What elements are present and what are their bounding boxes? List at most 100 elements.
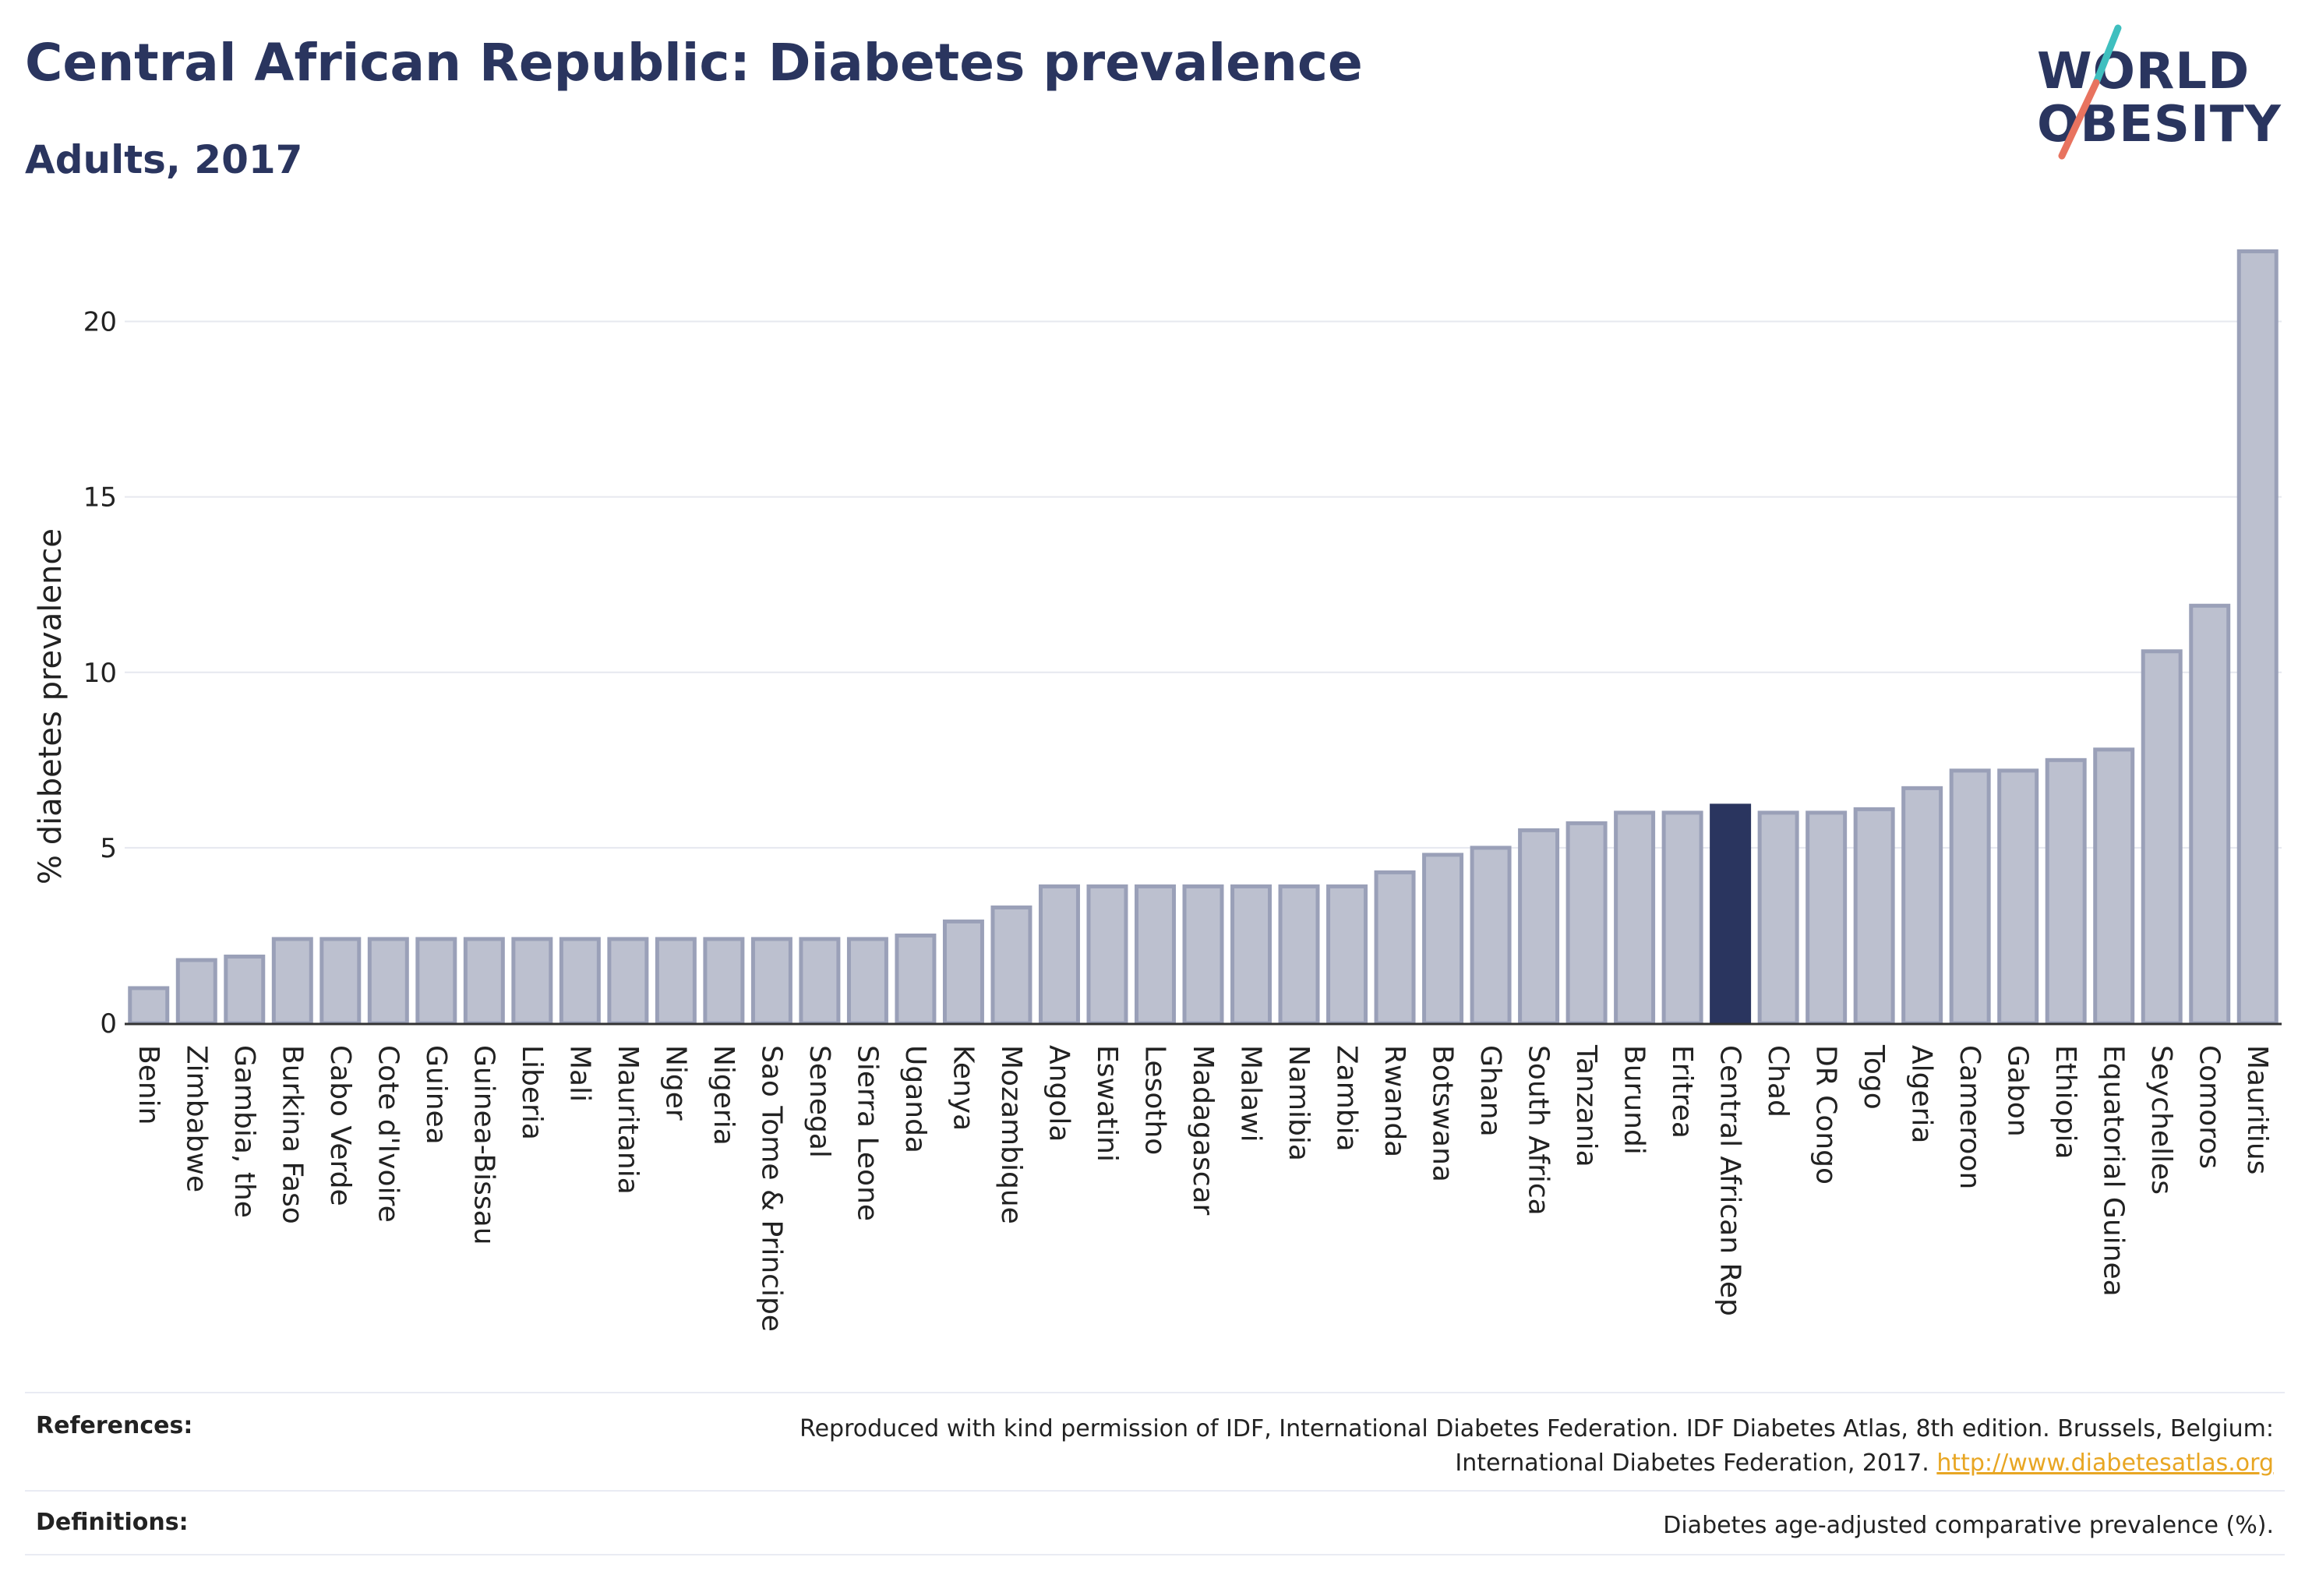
x-tick-label: Burundi: [1618, 1045, 1650, 1155]
x-tick-label: Gambia, the: [228, 1045, 260, 1218]
bar: [1326, 884, 1368, 1026]
x-tick-label: Benin: [132, 1045, 164, 1125]
bar: [750, 937, 792, 1026]
references-text-line-1: Reproduced with kind permission of IDF, …: [800, 1415, 2274, 1442]
bar: [415, 937, 457, 1026]
bar: [1470, 846, 1512, 1026]
references-label: References:: [36, 1412, 193, 1439]
x-tick-label: Rwanda: [1378, 1045, 1410, 1157]
world-obesity-logo: WORLD OBESITY: [2026, 22, 2291, 162]
bar: [895, 933, 937, 1026]
chart-subtitle: Adults, 2017: [25, 137, 303, 182]
x-tick-label: Kenya: [947, 1045, 979, 1131]
logo-text-world: WORLD: [2037, 43, 2250, 101]
bar: [990, 905, 1032, 1026]
x-tick-label: Cote d'Ivoire: [372, 1045, 404, 1223]
x-tick-label: Namibia: [1283, 1045, 1315, 1161]
footer-divider-middle: [25, 1490, 2285, 1492]
x-tick-label: Mali: [563, 1045, 595, 1102]
logo-slash-icon: [2058, 24, 2122, 160]
x-tick-label: South Africa: [1523, 1045, 1555, 1216]
bar: [2189, 603, 2231, 1026]
x-tick-label: Guinea-Bissau: [468, 1045, 499, 1245]
bar: [1997, 768, 2039, 1026]
y-tick-label: 20: [83, 307, 117, 338]
x-tick-label: Madagascar: [1187, 1045, 1219, 1216]
bar: [1757, 810, 1799, 1026]
y-axis-title: % diabetes prevalence: [33, 528, 69, 885]
references-text-line-2-text: International Diabetes Federation, 2017.: [1455, 1449, 1929, 1477]
x-tick-label: Seychelles: [2145, 1045, 2177, 1195]
x-tick-label: Mozambique: [995, 1045, 1027, 1224]
x-tick-label: Senegal: [803, 1045, 835, 1158]
bar: [703, 937, 745, 1026]
chart-title: Central African Republic: Diabetes preva…: [25, 33, 1363, 93]
x-tick-label: Cameroon: [1954, 1045, 1986, 1189]
bar-chart: 0 5 10 15 20 % diabetes prevalence Benin Zimbab…: [33, 249, 2282, 1332]
x-tick-label: Nigeria: [708, 1045, 740, 1146]
x-tick-label: Eswatini: [1091, 1045, 1123, 1162]
x-tick-label: Tanzania: [1570, 1044, 1602, 1167]
x-tick-label: Guinea: [420, 1045, 452, 1145]
x-tick-label: Zambia: [1331, 1045, 1363, 1152]
x-tick-label: Central African Rep: [1714, 1045, 1746, 1316]
bar: [1134, 884, 1176, 1026]
bar: [224, 954, 266, 1026]
bar: [1614, 810, 1656, 1026]
x-tick-label: Sierra Leone: [851, 1045, 883, 1221]
definitions-text: Diabetes age-adjusted comparative preval…: [1663, 1512, 2274, 1539]
x-tick-label: Mauritania: [612, 1045, 644, 1195]
bar: [1949, 768, 1991, 1026]
x-tick-label: Uganda: [899, 1045, 931, 1153]
bar: [1182, 884, 1224, 1026]
bar: [463, 937, 505, 1026]
bar: [2236, 249, 2279, 1026]
x-tick-label: Liberia: [516, 1045, 548, 1140]
bar: [1853, 807, 1895, 1026]
footer-divider-bottom: [25, 1554, 2285, 1555]
x-tick-label: Algeria: [1906, 1045, 1938, 1144]
definitions-label: Definitions:: [36, 1509, 189, 1536]
bar: [942, 919, 984, 1026]
bar: [1806, 810, 1848, 1026]
bar: [2093, 747, 2135, 1026]
bar: [128, 986, 170, 1026]
references-text: Reproduced with kind permission of IDF, …: [800, 1412, 2274, 1481]
references-text-line-2: International Diabetes Federation, 2017.…: [800, 1446, 2274, 1481]
bar: [799, 937, 841, 1026]
x-tick-label: Niger: [659, 1045, 691, 1121]
x-tick-label: Ethiopia: [2049, 1045, 2081, 1160]
x-tick-label: Botswana: [1427, 1045, 1459, 1182]
references-row: References: Reproduced with kind permiss…: [25, 1412, 2285, 1485]
bar: [655, 937, 697, 1026]
footer-divider-top: [25, 1392, 2285, 1393]
bar: [559, 937, 601, 1026]
x-tick-label: DR Congo: [1810, 1045, 1842, 1185]
bar: [175, 958, 217, 1026]
x-tick-label: Ghana: [1474, 1045, 1506, 1137]
bar: [846, 937, 888, 1026]
x-tick-label: Malawi: [1235, 1045, 1267, 1142]
x-tick-label: Chad: [1762, 1045, 1794, 1118]
x-tick-label: Gabon: [2002, 1045, 2034, 1137]
x-tick-label: Comoros: [2194, 1045, 2226, 1169]
bar: [1038, 884, 1080, 1026]
x-tick-label: Cabo Verde: [324, 1045, 356, 1206]
x-tick-label: Togo: [1858, 1044, 1890, 1110]
bar: [511, 937, 553, 1026]
x-tick-label: Burkina Faso: [276, 1045, 308, 1224]
bar: [1518, 828, 1560, 1026]
x-tick-label: Lesotho: [1138, 1045, 1170, 1155]
bar: [271, 937, 313, 1026]
bar: [319, 937, 362, 1026]
bar: [1086, 884, 1128, 1026]
bar: [1374, 870, 1416, 1026]
bar: [607, 937, 649, 1026]
diabetes-atlas-link[interactable]: http://www.diabetesatlas.org: [1936, 1449, 2274, 1477]
bar: [367, 937, 409, 1026]
y-tick-label: 10: [83, 658, 117, 689]
x-tick-label: Sao Tome & Principe: [755, 1045, 787, 1332]
bar: [1278, 884, 1320, 1026]
bar: [1230, 884, 1273, 1026]
bar: [2045, 757, 2087, 1026]
